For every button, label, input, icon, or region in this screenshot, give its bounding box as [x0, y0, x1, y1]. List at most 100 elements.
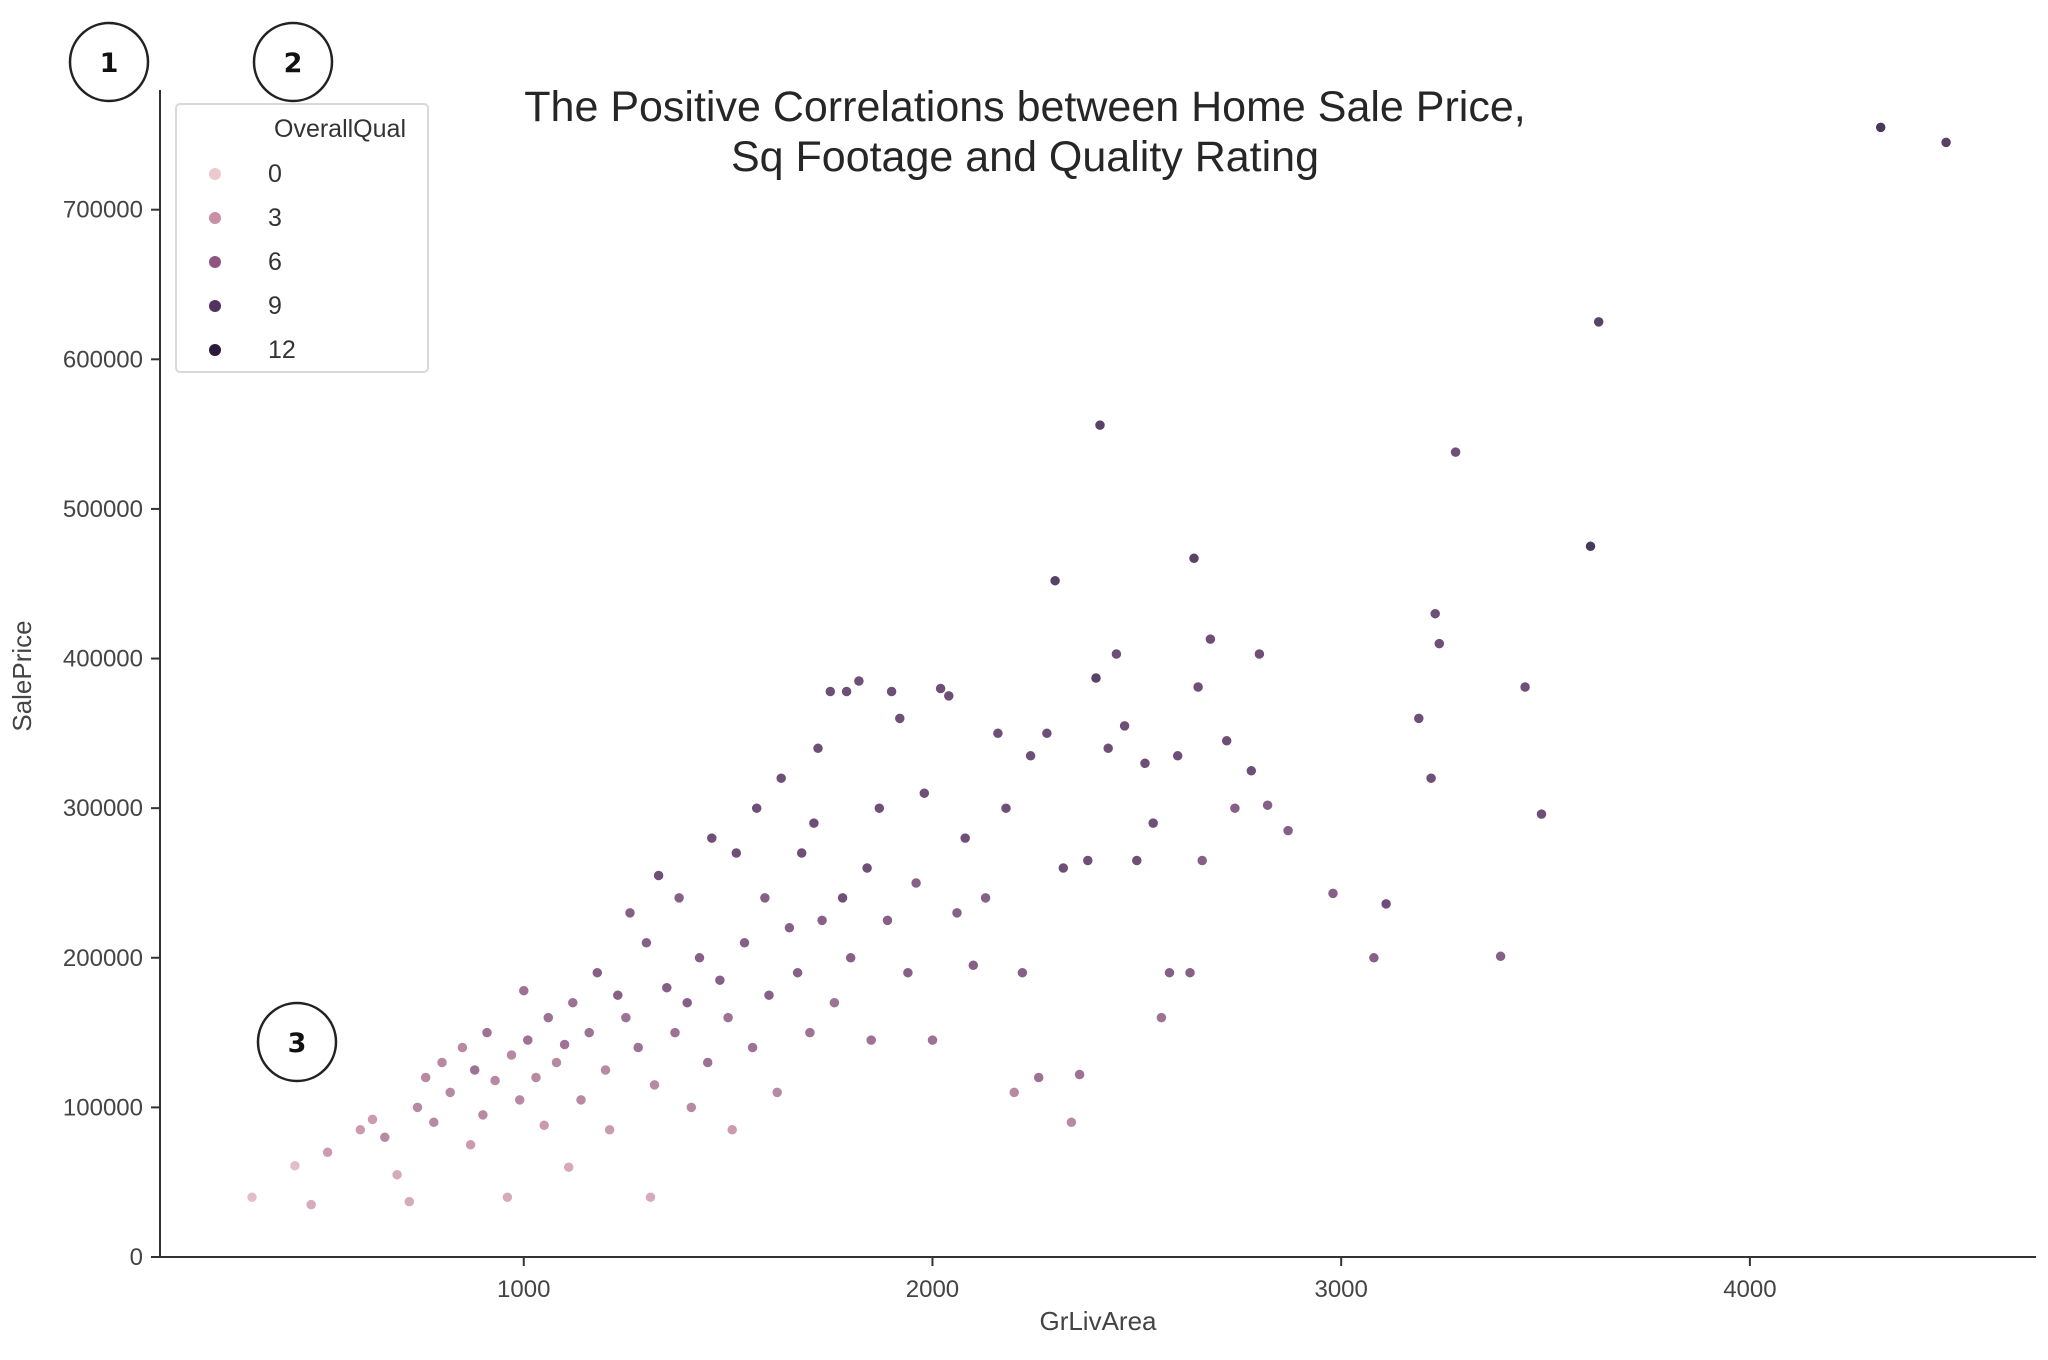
data-point [759, 892, 771, 904]
data-point [1413, 712, 1425, 725]
data-point [379, 1131, 391, 1143]
data-point [489, 1074, 501, 1087]
data-point [599, 1064, 612, 1076]
data-point [885, 685, 898, 698]
y-tick-label: 600000 [63, 346, 143, 373]
y-tick-label: 300000 [63, 795, 143, 822]
data-point [669, 1026, 681, 1039]
legend: OverallQual 0 3 6 9 12 [175, 103, 429, 373]
x-ticks: 1000 2000 3000 4000 [497, 1257, 1777, 1303]
data-point [959, 832, 971, 844]
data-point [1188, 552, 1200, 564]
data-point [722, 1011, 734, 1024]
data-point [1519, 681, 1531, 693]
data-point [1229, 802, 1241, 814]
data-point [840, 685, 853, 698]
data-point [894, 712, 906, 725]
y-tick-label: 500000 [63, 496, 143, 523]
data-point [501, 1191, 514, 1203]
data-point [464, 1139, 477, 1151]
data-point [934, 682, 947, 695]
data-point [730, 847, 742, 859]
data-point [1139, 757, 1151, 769]
data-point [567, 997, 579, 1009]
callout-2-label: 2 [284, 48, 303, 79]
data-point [481, 1026, 493, 1039]
data-point [706, 832, 718, 844]
callout-markers: 1 2 3 [68, 21, 338, 1083]
data-point [824, 685, 836, 698]
chart-title-line-1: The Positive Correlations between Home S… [524, 83, 1525, 131]
data-point [1147, 817, 1159, 829]
data-point [845, 952, 857, 964]
data-point [1094, 419, 1106, 431]
data-point [836, 892, 849, 904]
data-point [366, 1113, 379, 1126]
data-point [673, 892, 685, 904]
x-axis-label: GrLivArea [1039, 1306, 1157, 1336]
data-point [1425, 772, 1437, 784]
data-point [444, 1086, 456, 1099]
data-point [436, 1056, 448, 1069]
data-point [1000, 802, 1012, 814]
data-point [420, 1071, 432, 1084]
callout-1-circle [68, 21, 150, 103]
data-point [861, 862, 873, 874]
data-point [563, 1161, 575, 1173]
data-point [652, 869, 665, 882]
legend-entries: 0 3 6 9 12 [209, 160, 296, 364]
data-point [661, 982, 673, 994]
data-point [951, 907, 963, 919]
data-point [702, 1056, 714, 1069]
y-tick-label: 400000 [63, 646, 143, 673]
data-point [321, 1146, 334, 1158]
data-point [693, 952, 706, 964]
data-point [1261, 799, 1274, 811]
legend-marker [209, 168, 221, 180]
y-tick-label: 0 [130, 1244, 143, 1271]
data-point [828, 997, 841, 1009]
data-point [726, 1124, 738, 1136]
x-tick-label: 3000 [1314, 1276, 1367, 1303]
data-point [873, 802, 885, 814]
data-point [804, 1026, 816, 1039]
data-point [591, 967, 603, 979]
data-point [583, 1026, 595, 1039]
data-point [1155, 1011, 1168, 1024]
data-point [538, 1119, 550, 1131]
data-point [542, 1011, 554, 1024]
data-point [763, 989, 775, 1001]
data-point [1008, 1086, 1020, 1099]
data-point [1449, 446, 1462, 458]
data-point [514, 1094, 526, 1106]
data-point [1110, 648, 1123, 660]
data-point [575, 1094, 587, 1106]
data-point [1429, 608, 1441, 620]
data-point [603, 1124, 616, 1136]
x-tick-label: 2000 [906, 1276, 959, 1303]
data-point [1049, 575, 1061, 587]
data-point [1875, 121, 1887, 134]
data-point [1024, 750, 1037, 762]
data-point [411, 1101, 424, 1114]
scatter-points [246, 121, 1952, 1211]
data-point [1131, 854, 1143, 867]
data-point [808, 817, 820, 829]
data-point [1253, 648, 1266, 660]
data-point [714, 974, 726, 986]
y-tick-label: 200000 [63, 945, 143, 972]
data-point [1118, 720, 1131, 732]
data-point [1192, 681, 1204, 693]
callout-2-circle [252, 21, 334, 103]
legend-entry-label: 9 [268, 292, 282, 320]
data-point [1380, 898, 1392, 910]
data-point [681, 997, 693, 1009]
data-point [391, 1169, 403, 1181]
data-point [1184, 967, 1196, 979]
data-point [771, 1086, 783, 1099]
data-point [1196, 854, 1208, 867]
data-point [428, 1116, 440, 1128]
data-point [967, 959, 979, 971]
data-point [1033, 1071, 1045, 1084]
